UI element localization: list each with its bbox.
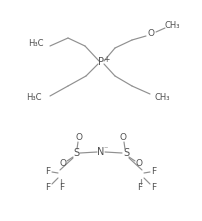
Text: P: P <box>98 57 104 67</box>
Text: O: O <box>136 160 142 168</box>
Text: O: O <box>120 133 126 143</box>
Text: F: F <box>137 183 143 192</box>
Text: N: N <box>97 147 105 157</box>
Text: F: F <box>45 166 50 175</box>
Text: O: O <box>147 29 155 38</box>
Text: O: O <box>60 160 66 168</box>
Text: F: F <box>59 183 65 192</box>
Text: H₃C: H₃C <box>26 93 42 103</box>
Text: F: F <box>152 183 157 192</box>
Text: S: S <box>123 148 129 158</box>
Text: F: F <box>45 183 50 192</box>
Text: F: F <box>152 166 157 175</box>
Text: H₃C: H₃C <box>28 38 44 48</box>
Text: CH₃: CH₃ <box>164 21 180 29</box>
Text: S: S <box>73 148 79 158</box>
Text: ⁻: ⁻ <box>104 145 108 154</box>
Text: +: + <box>103 55 109 63</box>
Text: CH₃: CH₃ <box>154 93 170 101</box>
Text: O: O <box>76 133 82 143</box>
